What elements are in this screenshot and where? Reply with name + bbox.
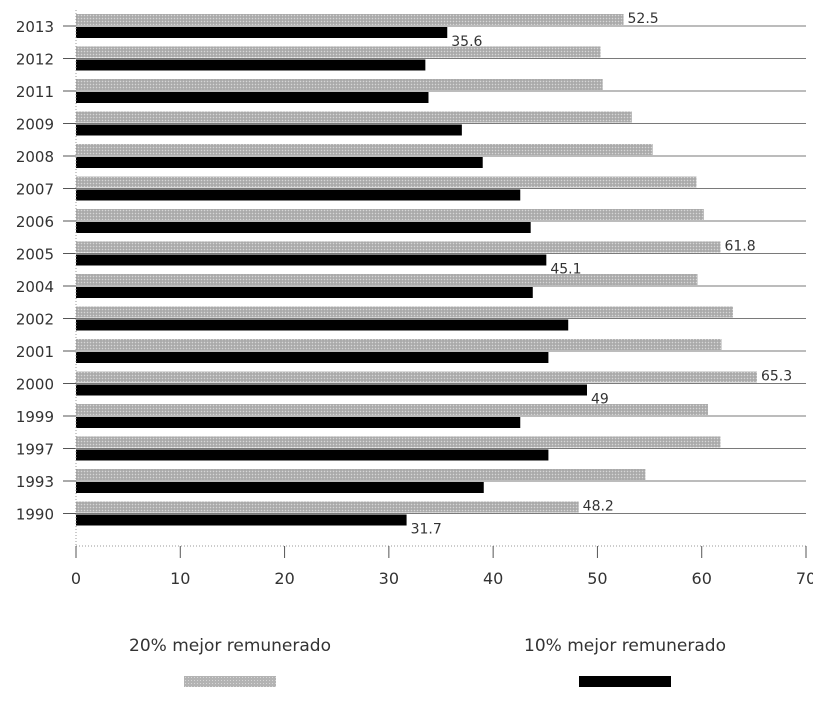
bar-10-percent: [76, 92, 429, 103]
bar-20-percent: [76, 144, 653, 155]
bar-20-percent: [76, 274, 698, 285]
bar-10-percent: [76, 384, 587, 396]
y-tick-label: 2011: [16, 83, 54, 101]
data-label: 31.7: [411, 522, 442, 538]
bar-20-percent: [76, 46, 601, 58]
bar-10-percent: [76, 254, 547, 266]
data-label: 48.2: [583, 499, 614, 515]
bar-10-percent: [76, 124, 462, 136]
bar-10-percent: [76, 157, 483, 168]
bar-10-percent: [76, 319, 569, 331]
y-tick-label: 2005: [16, 246, 54, 264]
x-tick-label: 40: [483, 569, 503, 588]
data-label: 35.6: [451, 34, 482, 50]
data-label: 49: [591, 392, 609, 408]
bar-10-percent: [76, 352, 549, 363]
y-tick-label: 2007: [16, 181, 54, 199]
y-tick-label: 2008: [16, 148, 54, 166]
y-tick-label: 2013: [16, 18, 54, 36]
data-label: 65.3: [761, 369, 792, 385]
bar-10-percent: [76, 417, 521, 428]
legend-item-10-percent: 10% mejor remunerado: [495, 636, 755, 687]
y-tick-label: 1997: [16, 441, 54, 459]
bar-20-percent: [76, 14, 624, 25]
y-tick-label: 2012: [16, 51, 54, 69]
bar-10-percent: [76, 27, 448, 38]
data-label: 45.1: [550, 262, 581, 278]
x-tick-label: 10: [170, 569, 190, 588]
bar-20-percent: [76, 404, 708, 415]
bar-10-percent: [76, 189, 521, 201]
bar-20-percent: [76, 111, 632, 123]
bar-20-percent: [76, 371, 757, 383]
bar-10-percent: [76, 222, 531, 233]
bar-20-percent: [76, 176, 697, 188]
bar-10-percent: [76, 59, 426, 71]
data-label: 61.8: [724, 239, 755, 255]
legend-swatch-20-percent: [184, 676, 276, 687]
y-tick-label: 1990: [16, 506, 54, 524]
bar-20-percent: [76, 241, 721, 253]
x-tick-label: 30: [379, 569, 399, 588]
x-tick-label: 0: [71, 569, 81, 588]
bar-20-percent: [76, 79, 603, 90]
y-tick-label: 1993: [16, 473, 54, 491]
bar-20-percent: [76, 469, 646, 480]
y-tick-label: 2001: [16, 343, 54, 361]
legend-label-10-percent: 10% mejor remunerado: [524, 636, 726, 656]
y-tick-label: 2009: [16, 116, 54, 134]
bar-10-percent: [76, 514, 407, 526]
x-tick-label: 60: [692, 569, 712, 588]
y-tick-label: 2006: [16, 213, 54, 231]
y-tick-label: 2002: [16, 311, 54, 329]
bar-10-percent: [76, 287, 533, 298]
x-tick-label: 70: [796, 569, 813, 588]
bar-10-percent: [76, 449, 549, 461]
bar-20-percent: [76, 501, 579, 513]
legend-label-20-percent: 20% mejor remunerado: [129, 636, 331, 656]
y-tick-label: 2000: [16, 376, 54, 394]
legend-item-20-percent: 20% mejor remunerado: [110, 636, 350, 687]
x-tick-label: 20: [274, 569, 294, 588]
bar-20-percent: [76, 306, 733, 318]
data-label: 52.5: [628, 11, 659, 27]
bar-20-percent: [76, 339, 722, 350]
legend-swatch-10-percent: [579, 676, 671, 687]
bar-20-percent: [76, 436, 721, 448]
bar-10-percent: [76, 482, 484, 493]
x-tick-label: 50: [587, 569, 607, 588]
bar-20-percent: [76, 209, 704, 220]
y-tick-label: 1999: [16, 408, 54, 426]
y-tick-label: 2004: [16, 278, 54, 296]
